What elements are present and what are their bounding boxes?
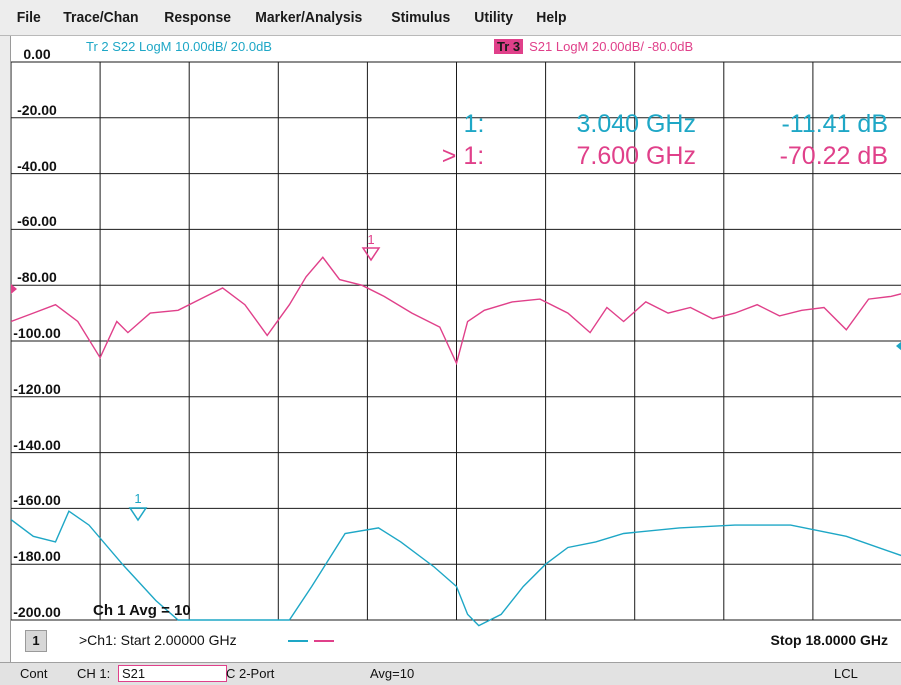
y-tick-label: -20.00 [17, 101, 57, 118]
y-tick-label: -60.00 [17, 213, 57, 230]
trace-s22 [11, 510, 901, 627]
channel-info-bar: 1 >Ch1: Start 2.00000 GHz Stop 18.0000 G… [11, 628, 901, 654]
status-channel: CH 1: [77, 666, 111, 681]
tr3-marker-number: 1 [367, 232, 374, 247]
tr2-marker[interactable]: 1 [128, 491, 148, 522]
menu-stimulus[interactable]: Stimulus [390, 8, 450, 26]
plot-area: 1: 3.040 GHz -11.41 dB > 1: 7.600 GHz -7… [11, 61, 901, 627]
active-parameter[interactable]: S21 [118, 665, 227, 682]
averaging-label: Ch 1 Avg = 10 [93, 602, 191, 619]
measurement-display[interactable]: Tr 2 S22 LogM 10.00dB/ 20.0dB Tr 3 S21 Lo… [10, 36, 901, 662]
menu-bar: File Trace/Chan Response Marker/Analysis… [0, 0, 901, 36]
tr3-marker[interactable]: 1 [361, 232, 381, 262]
tr3-marker-freq: 7.600 GHz [576, 142, 696, 170]
y-tick-label: -140.00 [13, 436, 61, 453]
channel-number-button[interactable]: 1 [25, 630, 47, 652]
y-tick-label: -80.00 [17, 269, 57, 286]
tr2-marker-number: 1 [134, 491, 141, 506]
menu-file[interactable]: File [16, 8, 41, 26]
trace-3-header[interactable]: Tr 3 S21 LogM 20.00dB/ -80.0dB [494, 39, 693, 54]
marker-readouts: 1: 3.040 GHz -11.41 dB > 1: 7.600 GHz -7… [442, 110, 888, 170]
tr3-marker-value: -70.22 dB [780, 142, 888, 170]
trace-3-active-badge: Tr 3 [494, 39, 524, 54]
trace-2-header[interactable]: Tr 2 S22 LogM 10.00dB/ 20.0dB [86, 39, 272, 54]
y-tick-label: 0.00 [23, 46, 51, 62]
tr2-marker-value: -11.41 dB [781, 110, 888, 138]
y-tick-label: -100.00 [13, 325, 61, 341]
tr2-reference-arrow-icon [896, 341, 901, 351]
menu-utility[interactable]: Utility [474, 8, 513, 26]
tr3-marker-label: > 1: [442, 142, 484, 170]
status-bar: Cont CH 1: S21 C 2-Port Avg=10 LCL [0, 662, 901, 685]
y-tick-label: -180.00 [13, 548, 61, 565]
sweep-mode[interactable]: Cont [20, 666, 48, 681]
averaging-status[interactable]: Avg=10 [370, 666, 415, 681]
y-tick-label: -160.00 [13, 492, 61, 509]
stop-frequency[interactable]: Stop 18.0000 GHz [770, 632, 889, 648]
marker-triangle-icon [361, 247, 381, 262]
trace-s21 [11, 256, 901, 366]
menu-marker-analysis[interactable]: Marker/Analysis [255, 8, 363, 26]
marker-triangle-icon [128, 507, 148, 522]
menu-response[interactable]: Response [164, 8, 231, 26]
y-tick-label: -200.00 [13, 604, 61, 620]
trace-color-legend-icon [288, 640, 334, 642]
menu-help[interactable]: Help [535, 8, 567, 26]
start-frequency[interactable]: >Ch1: Start 2.00000 GHz [79, 632, 237, 648]
y-tick-label: -120.00 [13, 380, 61, 397]
menu-trace-chan[interactable]: Trace/Chan [63, 8, 139, 26]
y-tick-label: -40.00 [17, 157, 57, 174]
tr2-marker-freq: 3.040 GHz [576, 110, 696, 138]
calibration-status[interactable]: C 2-Port [226, 666, 275, 681]
tr2-marker-label: 1: [464, 110, 485, 138]
remote-status: LCL [834, 666, 858, 681]
trace-3-label: S21 LogM 20.00dB/ -80.0dB [529, 39, 694, 54]
plot-grid [11, 61, 901, 621]
tr3-reference-arrow-icon [11, 284, 17, 294]
